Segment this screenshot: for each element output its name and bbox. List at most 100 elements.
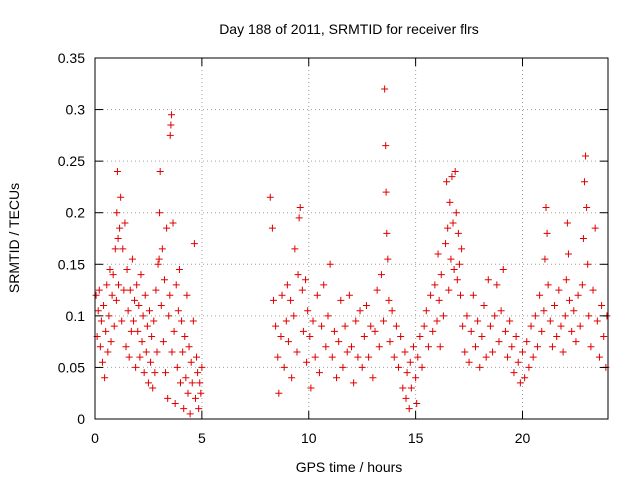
data-point [268,224,276,232]
x-tick-label: 5 [198,430,206,446]
data-point [149,384,157,392]
data-point [98,358,106,366]
data-point [191,394,199,402]
data-point [371,327,379,335]
data-point [283,281,291,289]
data-point [179,348,187,356]
data-point [390,353,398,361]
data-point [129,317,137,325]
data-point [600,332,608,340]
data-point [422,307,430,315]
data-point [553,332,561,340]
data-point [280,363,288,371]
data-point [272,322,280,330]
data-point [459,322,467,330]
data-point [434,250,442,258]
data-point [521,374,529,382]
data-point [469,291,477,299]
data-point [313,291,321,299]
data-point [112,296,120,304]
data-point [591,224,599,232]
data-point [450,265,458,273]
data-point [293,348,301,356]
data-point [413,400,421,408]
data-point [493,281,501,289]
data-point [402,394,410,402]
data-point [341,322,349,330]
data-point [307,384,315,392]
data-point [395,363,403,371]
data-point [386,338,394,346]
data-point [457,291,465,299]
data-point [431,281,439,289]
data-point [572,338,580,346]
data-point [198,363,206,371]
data-point [171,400,179,408]
y-tick-label: 0.35 [58,50,85,66]
plot-frame [94,57,609,420]
data-point [369,374,377,382]
data-point [540,307,548,315]
y-tick-label: 0.15 [58,256,85,272]
data-point [96,343,104,351]
data-point [529,353,537,361]
data-point [454,229,462,237]
data-point [142,348,150,356]
data-point [181,332,189,340]
data-point [143,322,151,330]
data-point [453,276,461,284]
data-point [595,353,603,361]
data-point [287,296,295,304]
data-point [126,286,134,294]
data-point [136,353,144,361]
data-point [156,209,164,217]
data-point [339,363,347,371]
data-point [449,219,457,227]
x-tick-label: 0 [91,430,99,446]
data-point [541,255,549,263]
data-point [583,204,591,212]
data-point [326,260,334,268]
data-point [328,353,336,361]
data-point [184,389,192,397]
data-point [148,332,156,340]
data-point [463,312,471,320]
data-point [128,255,136,263]
data-point [501,327,509,335]
data-point [452,209,460,217]
data-point [461,348,469,356]
data-point [437,271,445,279]
x-tick-label: 15 [408,430,424,446]
data-point [302,276,310,284]
data-point [197,389,205,397]
data-point [94,307,102,315]
data-point [439,312,447,320]
data-point [110,322,118,330]
data-point [416,332,424,340]
data-point [563,219,571,227]
data-point [587,343,595,351]
chart-title: Day 188 of 2011, SRMTID for receiver flr… [219,21,479,37]
data-point [356,307,364,315]
data-point [348,343,355,351]
data-point [309,317,317,325]
data-point [443,178,451,186]
data-point [152,286,160,294]
data-point [311,353,319,361]
data-point [193,353,201,361]
data-point [352,317,360,325]
data-point [362,302,370,310]
data-point [274,353,282,361]
data-point [196,379,204,387]
data-point [385,296,393,304]
y-tick-label: 0.2 [66,205,86,221]
data-point [533,343,541,351]
data-point [160,276,168,284]
data-point [409,343,417,351]
data-point [320,281,328,289]
data-point [269,296,277,304]
data-point [382,188,390,196]
data-point [121,219,129,227]
data-point [551,302,559,310]
